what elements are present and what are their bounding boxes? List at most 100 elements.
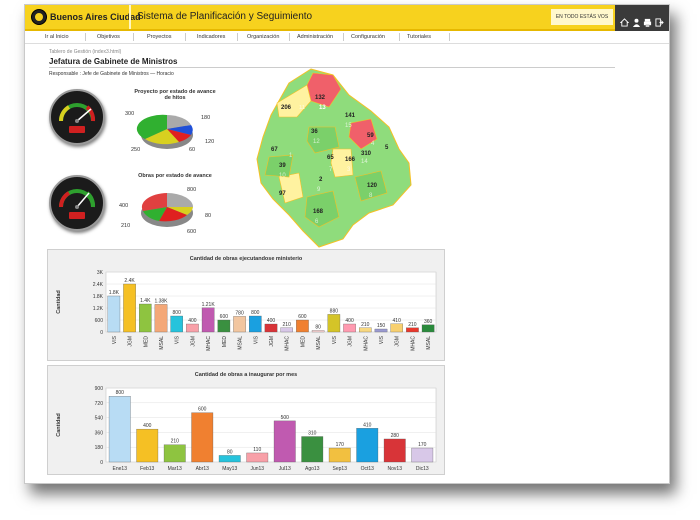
bar-value-label: 400 <box>267 318 276 324</box>
bar[interactable] <box>170 315 183 333</box>
map-label: 14 <box>361 159 368 165</box>
bar[interactable] <box>186 323 199 333</box>
logout-icon[interactable] <box>655 14 664 27</box>
map-label: 7 <box>329 167 333 173</box>
city-map: 206 132 13 141 36 59 5 67 65 166 310 39 … <box>256 68 412 248</box>
bar[interactable] <box>327 314 341 333</box>
bar[interactable] <box>136 428 159 463</box>
bar[interactable] <box>411 447 434 463</box>
bar[interactable] <box>154 304 168 333</box>
bar-value-label: 400 <box>345 318 354 324</box>
nav-separator <box>133 33 134 41</box>
nav-item-tutoriales[interactable]: Tutoriales <box>407 34 431 40</box>
page-title: Jefatura de Gabinete de Ministros <box>49 57 178 66</box>
bar[interactable] <box>264 323 278 333</box>
home-icon[interactable] <box>620 14 630 27</box>
x-tick-label: MHAC <box>285 336 291 351</box>
bar[interactable] <box>296 319 309 333</box>
pie1-label: 300 <box>125 111 135 117</box>
nav-item-proyectos[interactable]: Proyectos <box>147 34 172 40</box>
bar-value-label: 600 <box>220 314 229 320</box>
x-tick-label: VIS <box>175 335 181 344</box>
logo[interactable]: Buenos Aires Ciudad <box>31 8 141 26</box>
x-tick-label: Ago13 <box>305 466 320 472</box>
pie2-title: Obras por estado de avance <box>138 173 212 179</box>
bar-value-label: 170 <box>418 442 427 448</box>
x-tick-label: VIS <box>112 335 118 344</box>
bar[interactable] <box>406 327 419 333</box>
bar-value-label: 880 <box>330 308 339 314</box>
bar-value-label: 210 <box>408 322 417 328</box>
bar[interactable] <box>249 315 262 333</box>
map-label: 15 <box>345 123 352 129</box>
bar[interactable] <box>343 323 356 333</box>
pie2-label: 800 <box>187 187 197 193</box>
bar[interactable] <box>374 328 388 333</box>
nav-item-indicadores[interactable]: Indicadores <box>197 34 226 40</box>
print-icon[interactable] <box>643 14 652 27</box>
bar[interactable] <box>359 327 372 333</box>
map-label: 8 <box>369 193 373 199</box>
gauge-hitos <box>49 89 105 145</box>
bar[interactable] <box>273 420 296 463</box>
map-label: 39 <box>279 163 286 169</box>
map-label: 59 <box>367 133 374 139</box>
chart2-title: Cantidad de obras a inaugurar por mes <box>194 372 298 378</box>
x-tick-label: Oct13 <box>361 466 375 472</box>
map-label: 65 <box>327 155 334 161</box>
bar[interactable] <box>123 283 136 333</box>
bar-value-label: 210 <box>171 439 180 445</box>
x-tick-label: MED <box>143 336 149 348</box>
y-tick-label: 1.2K <box>93 306 104 312</box>
pie2-label: 80 <box>205 213 212 219</box>
bar[interactable] <box>233 316 246 333</box>
nav-item-organizacion[interactable]: Organización <box>247 34 280 40</box>
nav-item-inicio[interactable]: Ir al Inicio <box>45 34 69 40</box>
bar-value-label: 110 <box>253 447 261 453</box>
bar-value-label: 400 <box>188 318 197 324</box>
map-label: 12 <box>313 139 320 145</box>
pie1-label: 180 <box>201 115 211 121</box>
bar[interactable] <box>246 452 269 463</box>
bar[interactable] <box>421 324 435 333</box>
bar[interactable] <box>191 412 214 463</box>
bar[interactable] <box>108 396 131 463</box>
bar[interactable] <box>163 444 186 463</box>
city-seal-icon <box>31 9 47 25</box>
bar-value-label: 80 <box>315 324 321 330</box>
x-tick-label: MSAL <box>238 336 244 350</box>
user-icon[interactable] <box>632 14 641 27</box>
bar[interactable] <box>107 295 121 333</box>
bar[interactable] <box>280 327 293 333</box>
x-tick-label: Mar13 <box>168 466 182 472</box>
y-tick-label: 3K <box>97 270 104 276</box>
gauge-dial-icon <box>58 189 96 219</box>
x-tick-label: MHAC <box>363 336 369 351</box>
top-bar: Buenos Aires Ciudad Sistema de Planifica… <box>25 5 669 31</box>
bar[interactable] <box>383 438 406 463</box>
nav-item-objetivos[interactable]: Objetivos <box>97 34 120 40</box>
nav-separator <box>399 33 400 41</box>
nav-item-administracion[interactable]: Administración <box>297 34 334 40</box>
bar[interactable] <box>201 307 215 333</box>
bar[interactable] <box>390 323 403 333</box>
bar-value-label: 150 <box>377 323 386 329</box>
nav-separator <box>237 33 238 41</box>
bar[interactable] <box>301 436 324 463</box>
bar[interactable] <box>356 428 379 463</box>
app-window: Buenos Aires Ciudad Sistema de Planifica… <box>24 4 670 484</box>
map-label: 132 <box>315 95 326 101</box>
bar[interactable] <box>328 447 351 463</box>
bar[interactable] <box>218 455 241 463</box>
main-nav: Ir al Inicio Objetivos Proyectos Indicad… <box>25 31 669 44</box>
bar-value-label: 800 <box>251 310 260 316</box>
map-label: 1 <box>289 153 293 159</box>
bar[interactable] <box>311 330 325 333</box>
bar-value-label: 800 <box>173 310 182 316</box>
y-tick-label: 180 <box>95 445 104 451</box>
bar[interactable] <box>139 303 152 333</box>
breadcrumb: Tablero de Gestión (index3.html) <box>49 49 122 55</box>
bar[interactable] <box>217 319 231 333</box>
chart2-svg: 0 180 360 540 720 900 Cantidad 800 Ene13 400 Feb13… <box>56 386 437 472</box>
nav-item-configuracion[interactable]: Configuración <box>351 34 385 40</box>
